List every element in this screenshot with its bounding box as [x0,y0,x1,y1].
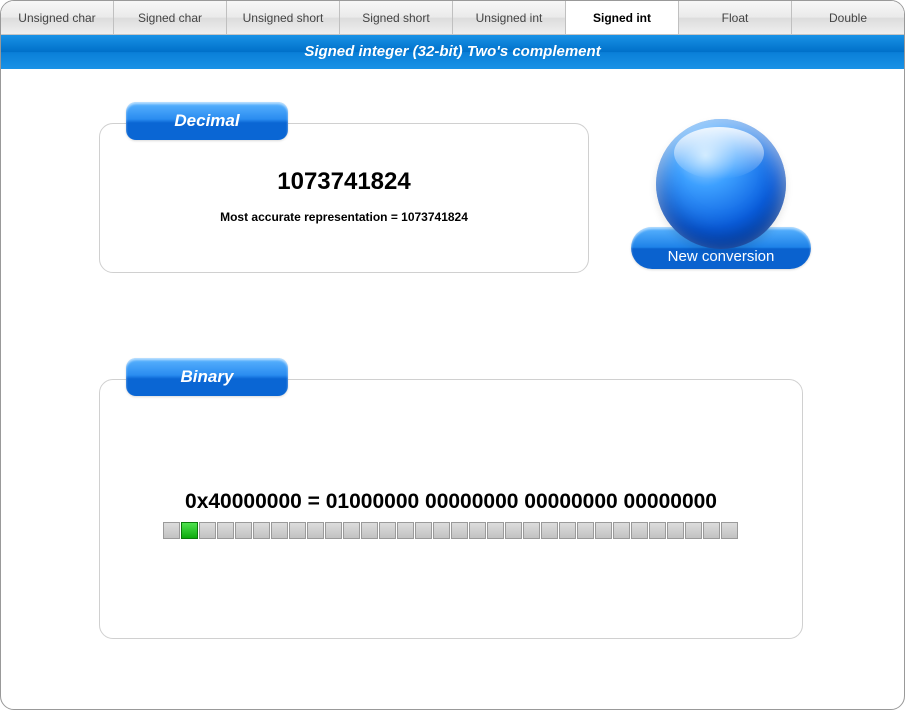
binary-panel: Binary 0x40000000 = 01000000 00000000 00… [99,379,803,639]
bit-toggle[interactable] [235,522,252,539]
bit-toggle[interactable] [433,522,450,539]
bit-row [100,522,802,539]
decimal-panel-label: Decimal [126,102,288,140]
decimal-note: Most accurate representation = 107374182… [100,210,588,224]
binary-panel-label: Binary [126,358,288,396]
tab-unsigned-short[interactable]: Unsigned short [227,1,340,34]
bit-toggle[interactable] [613,522,630,539]
bit-toggle[interactable] [451,522,468,539]
bit-toggle[interactable] [397,522,414,539]
bit-toggle[interactable] [685,522,702,539]
bit-toggle[interactable] [217,522,234,539]
bit-toggle[interactable] [199,522,216,539]
bit-toggle[interactable] [307,522,324,539]
tab-signed-int[interactable]: Signed int [566,1,679,34]
bit-toggle[interactable] [253,522,270,539]
bit-toggle[interactable] [379,522,396,539]
header-band: Signed integer (32-bit) Two's complement [1,35,904,69]
tab-unsigned-char[interactable]: Unsigned char [1,1,114,34]
type-tabs: Unsigned charSigned charUnsigned shortSi… [1,1,904,35]
tab-signed-short[interactable]: Signed short [340,1,453,34]
bit-toggle[interactable] [703,522,720,539]
decimal-value: 1073741824 [100,168,588,196]
bit-toggle[interactable] [271,522,288,539]
bit-toggle[interactable] [415,522,432,539]
bit-toggle[interactable] [505,522,522,539]
bit-toggle[interactable] [343,522,360,539]
bit-toggle[interactable] [487,522,504,539]
bit-toggle[interactable] [631,522,648,539]
bit-toggle[interactable] [325,522,342,539]
bit-toggle[interactable] [163,522,180,539]
orb-icon[interactable] [656,119,786,249]
tab-float[interactable]: Float [679,1,792,34]
content-area: Decimal 1073741824 Most accurate represe… [1,69,904,709]
tab-double[interactable]: Double [792,1,904,34]
tab-signed-char[interactable]: Signed char [114,1,227,34]
tab-unsigned-int[interactable]: Unsigned int [453,1,566,34]
bit-toggle[interactable] [559,522,576,539]
bit-toggle[interactable] [523,522,540,539]
bit-toggle[interactable] [595,522,612,539]
new-conversion-group: New conversion [631,119,811,269]
bit-toggle[interactable] [721,522,738,539]
bit-toggle[interactable] [667,522,684,539]
bit-toggle[interactable] [361,522,378,539]
bit-toggle[interactable] [577,522,594,539]
bit-toggle[interactable] [541,522,558,539]
bit-toggle[interactable] [649,522,666,539]
bit-toggle[interactable] [181,522,198,539]
bit-toggle[interactable] [289,522,306,539]
binary-text: 0x40000000 = 01000000 00000000 00000000 … [100,490,802,514]
decimal-panel: Decimal 1073741824 Most accurate represe… [99,123,589,273]
bit-toggle[interactable] [469,522,486,539]
